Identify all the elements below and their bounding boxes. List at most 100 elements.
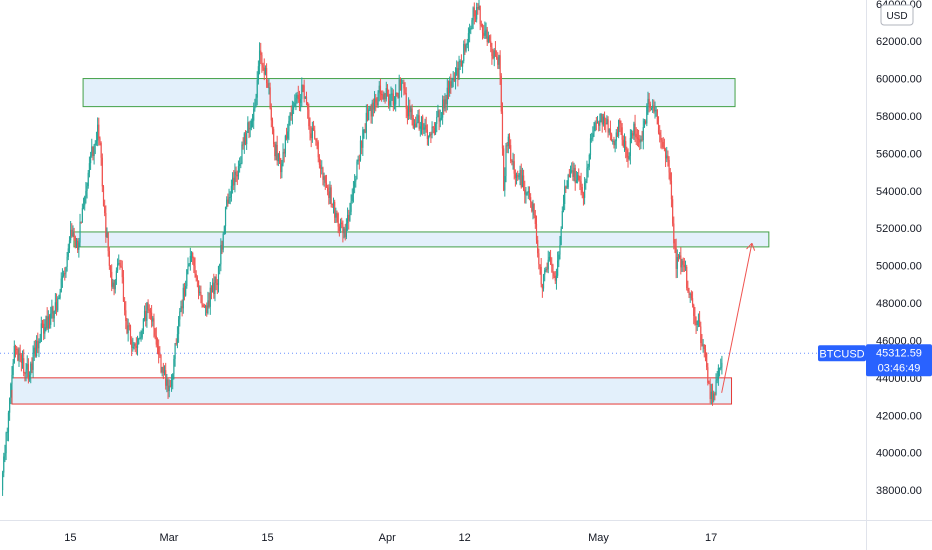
candle-body	[334, 201, 336, 218]
candle-body	[477, 7, 479, 9]
arrowhead-stroke	[746, 242, 753, 250]
candle-body	[673, 223, 675, 244]
candle-body	[182, 287, 184, 309]
candle-body	[254, 106, 256, 109]
candle-body	[580, 181, 582, 187]
candle-body	[478, 5, 480, 9]
candle-body	[503, 148, 505, 191]
candle-body	[19, 353, 21, 356]
candle-body	[399, 79, 401, 91]
candle-body	[493, 50, 495, 59]
candle-body	[17, 349, 19, 361]
candle-body	[472, 7, 474, 21]
candle-body	[151, 312, 153, 322]
candle-body	[241, 144, 243, 163]
candle-body	[207, 300, 209, 313]
candle-body	[629, 137, 631, 156]
candle-body	[372, 102, 374, 110]
candle-body	[717, 367, 719, 380]
candle-body	[126, 321, 128, 334]
candle-body	[697, 320, 700, 322]
candle-body	[682, 260, 684, 265]
candle-body	[533, 203, 535, 216]
candle-body	[159, 354, 161, 356]
candle-body	[664, 149, 667, 159]
candle-body	[209, 287, 211, 307]
candle-body	[537, 240, 539, 254]
candle-body	[274, 144, 276, 157]
candle-body	[6, 432, 8, 434]
candle-body	[358, 159, 360, 161]
candle-body	[366, 112, 369, 121]
candle-body	[581, 186, 583, 193]
candle-body	[192, 252, 194, 259]
candle-body	[65, 266, 67, 274]
candle-body	[410, 108, 412, 113]
candle-body	[603, 116, 606, 123]
candle-body	[294, 103, 296, 107]
candle-body	[561, 210, 563, 229]
candle-body	[36, 340, 38, 357]
candle-body	[544, 270, 546, 275]
candle-body	[490, 41, 492, 47]
candle-body	[322, 167, 324, 180]
candle-body	[608, 128, 610, 133]
x-tick-label: Mar	[159, 532, 178, 544]
candle-body	[706, 352, 708, 368]
candle-body	[270, 108, 272, 121]
candle-body	[64, 273, 66, 275]
candle-body	[317, 142, 319, 158]
candle-body	[400, 83, 403, 91]
candle-body	[59, 292, 61, 299]
currency-box[interactable]: USD	[880, 4, 914, 26]
candle-body	[74, 237, 76, 247]
support-zone-3[interactable]	[11, 377, 733, 405]
candle-body	[246, 132, 248, 145]
candle-body	[338, 226, 340, 231]
candle-body	[520, 169, 522, 188]
x-tick-label: 17	[705, 532, 717, 544]
candle-body	[479, 5, 481, 25]
candle-body	[30, 363, 32, 375]
resistance-zone-2[interactable]	[73, 231, 770, 248]
x-tick-label: Apr	[379, 532, 396, 544]
candle-body	[598, 122, 600, 126]
candle-body	[453, 78, 455, 82]
candle-body	[33, 347, 35, 354]
candle-body	[141, 331, 143, 338]
candle-body	[119, 263, 121, 266]
candle-body	[194, 265, 196, 275]
candle-body	[116, 263, 119, 271]
candle-body	[507, 136, 509, 147]
candle-body	[605, 122, 607, 125]
candle-body	[173, 358, 175, 374]
candle-body	[114, 279, 116, 290]
candle-body	[315, 138, 317, 141]
candle-body	[390, 94, 392, 102]
candle-body	[11, 374, 13, 384]
candle-body	[620, 123, 622, 128]
candle-body	[402, 82, 404, 84]
candle-body	[419, 126, 421, 129]
candle-body	[169, 385, 171, 387]
candle-body	[51, 306, 53, 314]
candle-body	[105, 212, 107, 238]
candle-body	[361, 140, 363, 148]
candle-body	[350, 201, 352, 212]
candle-body	[24, 372, 26, 374]
candle-body	[214, 276, 216, 294]
candle-body	[253, 108, 255, 121]
candle-body	[677, 257, 680, 259]
candle-body	[485, 29, 487, 31]
candle-body	[668, 159, 670, 173]
candle-body	[297, 94, 299, 100]
candle-body	[95, 140, 98, 144]
candle-body	[158, 346, 160, 355]
candle-body	[405, 92, 407, 109]
candle-body	[541, 284, 543, 289]
candle-body	[483, 32, 485, 36]
candle-body	[5, 432, 7, 454]
candle-body	[652, 105, 654, 108]
candle-body	[558, 254, 560, 261]
